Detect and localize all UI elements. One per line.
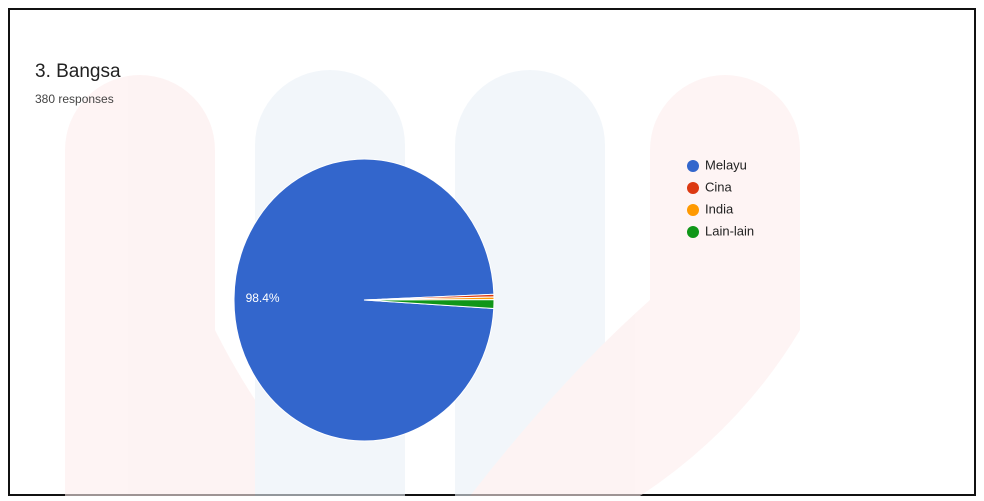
legend-swatch xyxy=(687,182,699,194)
pie-slice xyxy=(233,158,495,442)
legend-label: Cina xyxy=(705,179,733,194)
legend-swatch xyxy=(687,204,699,216)
pie-slice xyxy=(363,299,495,309)
legend-label: Melayu xyxy=(705,157,747,172)
chart-title: 3. Bangsa xyxy=(35,61,121,82)
legend-label: India xyxy=(705,201,734,216)
legend-swatch xyxy=(687,160,699,172)
chart-subtitle: 380 responses xyxy=(35,92,114,106)
legend-swatch xyxy=(687,226,699,238)
slice-label: 98.4% xyxy=(246,291,280,305)
legend-label: Lain-lain xyxy=(705,223,754,238)
